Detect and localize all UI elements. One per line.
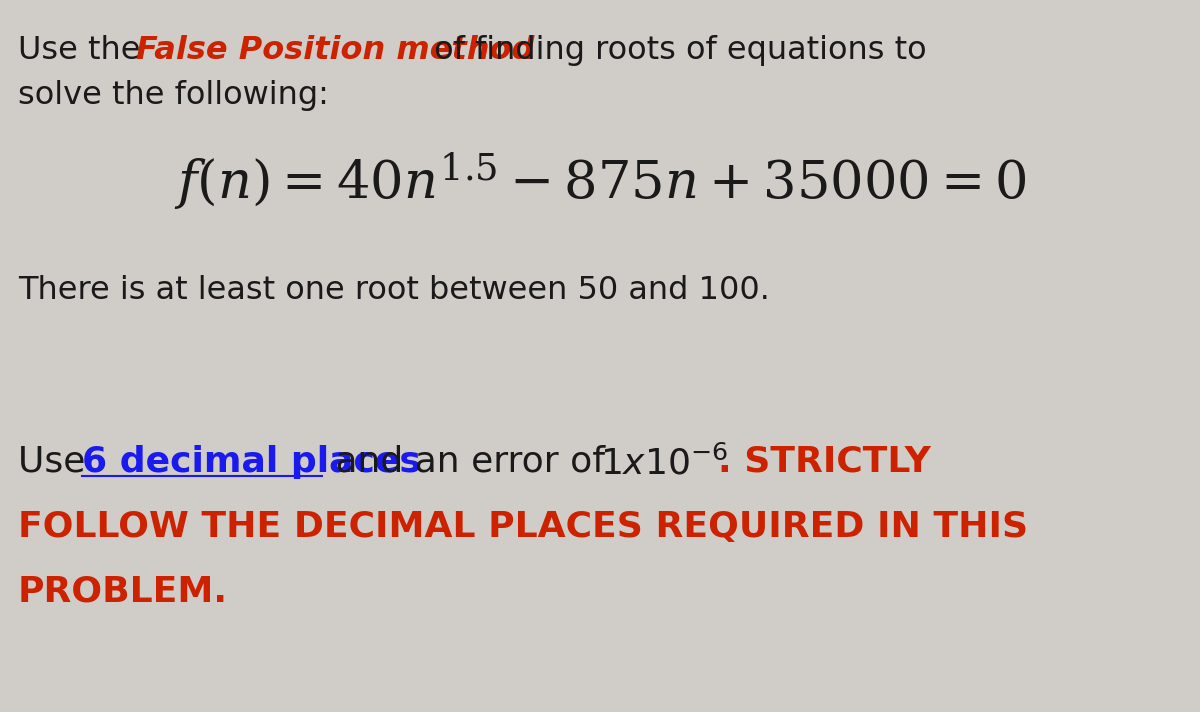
Text: and an error of: and an error of (324, 445, 628, 479)
Text: . STRICTLY: . STRICTLY (718, 445, 931, 479)
Text: of finding roots of equations to: of finding roots of equations to (424, 35, 926, 66)
Text: $f(n) = 40n^{1.5} - 875n + 35000 = 0$: $f(n) = 40n^{1.5} - 875n + 35000 = 0$ (174, 150, 1026, 213)
Text: Use the: Use the (18, 35, 151, 66)
Text: 6 decimal places: 6 decimal places (82, 445, 421, 479)
Text: solve the following:: solve the following: (18, 80, 329, 111)
Text: There is at least one root between 50 and 100.: There is at least one root between 50 an… (18, 275, 770, 306)
Text: $1x10^{-6}$: $1x10^{-6}$ (600, 445, 728, 481)
Text: Use: Use (18, 445, 97, 479)
Text: FOLLOW THE DECIMAL PLACES REQUIRED IN THIS: FOLLOW THE DECIMAL PLACES REQUIRED IN TH… (18, 510, 1028, 544)
Text: PROBLEM.: PROBLEM. (18, 575, 228, 609)
Text: False Position method: False Position method (136, 35, 534, 66)
